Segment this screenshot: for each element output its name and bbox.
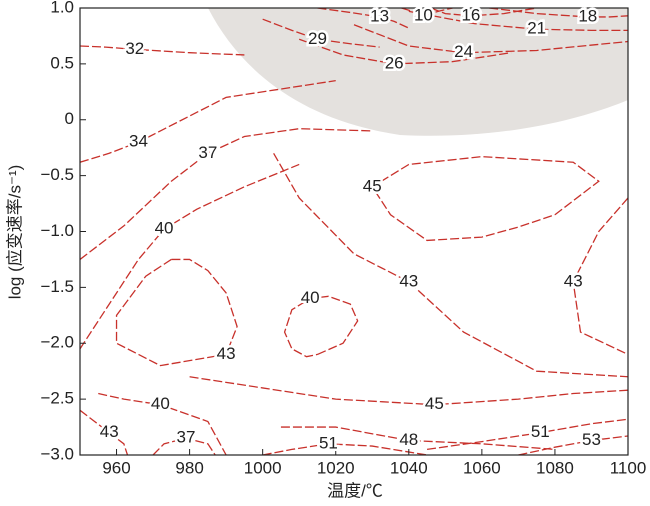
y-tick-label: −2.0 (40, 333, 74, 352)
y-tick-label: −0.5 (40, 165, 74, 184)
contour-line (280, 426, 555, 451)
y-tick-label: −3.0 (40, 444, 74, 463)
contour-label: 51 (319, 433, 338, 452)
contour-label: 48 (399, 430, 418, 449)
x-tick-label: 960 (102, 458, 130, 477)
contour-line (262, 443, 428, 455)
y-axis-label: log (应变速率/s⁻¹) (5, 165, 24, 300)
contour-label: 10 (414, 5, 433, 24)
contour-layer (80, 8, 628, 455)
x-tick-label: 1060 (463, 458, 501, 477)
contour-line (317, 8, 410, 29)
contour-line (189, 376, 628, 406)
contour-line (572, 197, 628, 356)
contour-line (115, 258, 238, 367)
contour-line (80, 45, 245, 56)
contour-line (298, 38, 512, 65)
contour-label: 26 (385, 53, 404, 72)
contour-line (262, 18, 380, 48)
y-tick-label: −2.5 (40, 389, 74, 408)
x-tick-label: 1000 (244, 458, 282, 477)
contour-line (283, 295, 359, 358)
x-tick-label: 1020 (317, 458, 355, 477)
contour-label: 37 (198, 143, 217, 162)
contour-label: 34 (129, 132, 148, 151)
contour-line (80, 128, 373, 260)
contour-line (80, 163, 300, 350)
contour-label: 53 (582, 430, 601, 449)
y-tick-label: −1.5 (40, 277, 74, 296)
x-tick-label: 980 (175, 458, 203, 477)
contour-label: 45 (363, 176, 382, 195)
y-tick-label: 0.5 (50, 53, 74, 72)
contour-label: 43 (564, 271, 583, 290)
contour-label: 40 (301, 288, 320, 307)
contour-line (426, 418, 628, 451)
contour-line (98, 392, 227, 455)
contour-line (401, 8, 453, 17)
contour-label: 16 (461, 5, 480, 24)
contour-line (80, 409, 129, 455)
contour-label: 43 (100, 422, 119, 441)
contour-line (80, 79, 336, 163)
x-tick-label: 1100 (610, 458, 647, 477)
x-tick-label: 1080 (536, 458, 574, 477)
contour-label: 37 (176, 428, 195, 447)
x-tick-label: 1040 (390, 458, 428, 477)
contour-label: 13 (370, 6, 389, 25)
contour-label: 29 (308, 29, 327, 48)
contour-line (152, 437, 216, 455)
instability-region (208, 8, 628, 136)
contour-label: 24 (454, 42, 473, 61)
contour-line (430, 8, 537, 17)
contour-line (353, 24, 628, 54)
contour-label: 43 (217, 344, 236, 363)
y-tick-label: −1.0 (40, 221, 74, 240)
contour-label: 32 (125, 39, 144, 58)
contour-line (273, 152, 628, 378)
contour-line (408, 10, 628, 31)
contour-line (371, 155, 600, 242)
y-tick-label: 1.0 (50, 0, 74, 16)
contour-label: 40 (155, 219, 174, 238)
y-tick-label: 0 (65, 109, 74, 128)
contour-label: 43 (399, 271, 418, 290)
contour-label: 21 (527, 19, 546, 38)
contour-label: 45 (425, 394, 444, 413)
contour-label: 40 (151, 394, 170, 413)
x-axis-label: 温度/℃ (327, 481, 383, 500)
contour-label: 18 (578, 6, 597, 25)
contour-label: 51 (531, 422, 550, 441)
contour-line (489, 8, 628, 18)
contour-line (518, 435, 628, 455)
